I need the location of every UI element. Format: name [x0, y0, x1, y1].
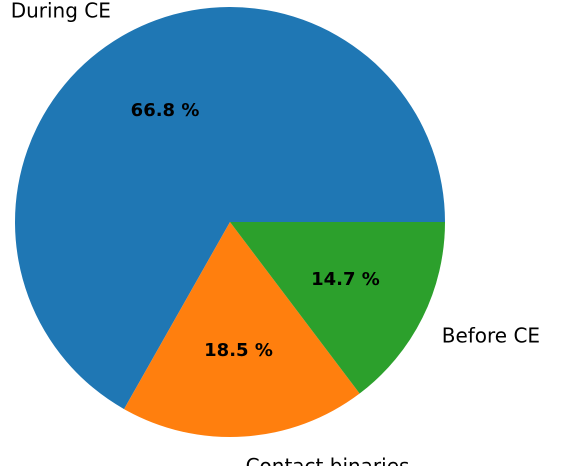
pie-category-label-contact-binaries: Contact binaries — [246, 454, 410, 466]
pie-category-label-before-ce: Before CE — [442, 324, 540, 348]
pie-slice-during-ce — [15, 7, 446, 410]
pie-slice-before-ce — [230, 222, 445, 394]
pie-category-label-during-ce: During CE — [11, 0, 111, 23]
pie-slices — [15, 7, 446, 438]
pie-labels: 66.8 % During CE 18.5 % Contact binaries 14.… — [11, 0, 540, 466]
pie-percent-label-contact-binaries: 18.5 % — [204, 340, 273, 361]
pie-percent-label-before-ce: 14.7 % — [311, 269, 380, 290]
pie-percent-label-during-ce: 66.8 % — [131, 100, 200, 121]
pie-slice-contact-binaries — [124, 222, 360, 438]
